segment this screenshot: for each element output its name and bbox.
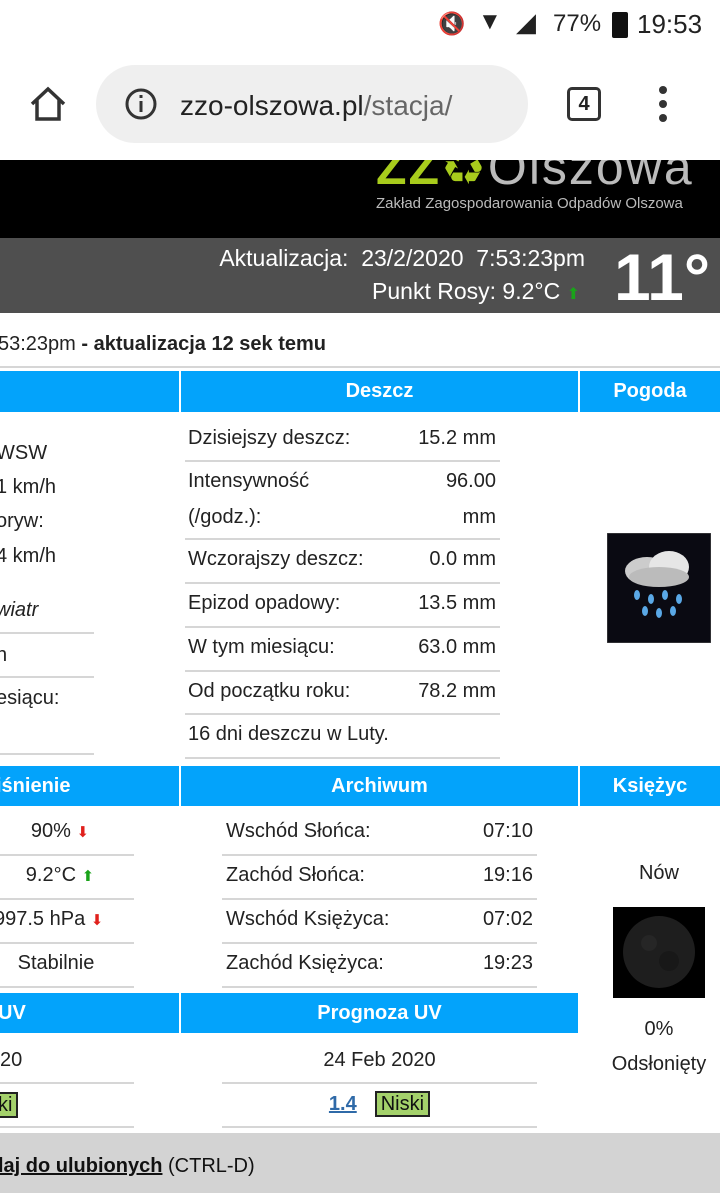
moon-phase: Nów bbox=[638, 862, 679, 884]
update-ago: - aktualizacja 12 sek temu bbox=[75, 333, 326, 355]
pressure-trend: Stabilnie bbox=[17, 952, 95, 974]
sunset-label: Zachód Słońca: bbox=[226, 864, 365, 886]
header-moon: Księżyc bbox=[580, 766, 720, 806]
rain-rate-label-unit: (/godz.): bbox=[188, 506, 262, 528]
trend-up-icon: ⬆ bbox=[81, 868, 95, 885]
status-bar: 🔇 ▼ ◢ 77% 19:53 bbox=[0, 0, 720, 50]
mute-icon: 🔇 bbox=[438, 11, 466, 36]
pressure-value: 997.5 hPa bbox=[0, 908, 86, 930]
footer: laj do ulubionych (CTRL-D) bbox=[0, 1133, 720, 1193]
sunset-value: 19:16 bbox=[482, 864, 533, 886]
browser-toolbar: zzo-olszowa.pl/stacja/ 4 bbox=[0, 50, 720, 160]
trend-up-icon: ⬆ bbox=[566, 286, 580, 303]
rain-today-label: Dzisiejszy deszcz: bbox=[188, 427, 351, 449]
header-pressure-label: iśnienie bbox=[0, 774, 71, 797]
sunrise-value: 07:10 bbox=[482, 820, 533, 842]
url-path: /stacja/ bbox=[363, 90, 453, 121]
url-domain: zzo-olszowa.pl bbox=[180, 90, 364, 121]
header-uv-forecast: Prognoza UV bbox=[181, 993, 578, 1033]
shortcut-hint: (CTRL-D) bbox=[162, 1155, 255, 1177]
signal-icon: ◢ bbox=[516, 7, 536, 37]
moonrise-label: Wschód Księżyca: bbox=[226, 908, 390, 930]
wind-label: wiatr bbox=[0, 599, 39, 621]
add-to-favorites-link[interactable]: laj do ulubionych bbox=[0, 1155, 163, 1177]
rain-rate-unit: mm bbox=[462, 506, 496, 528]
url-bar[interactable]: zzo-olszowa.pl/stacja/ bbox=[96, 65, 528, 143]
wind-direction: WSW bbox=[0, 442, 48, 464]
tab-switcher-button[interactable]: 4 bbox=[567, 87, 601, 121]
update-time: 53:23pm bbox=[0, 333, 76, 355]
moon-image bbox=[613, 907, 705, 998]
uv-forecast-date: 24 Feb 2020 bbox=[323, 1049, 436, 1071]
header-wind bbox=[0, 371, 179, 412]
moon-percent: 0% bbox=[644, 1018, 674, 1040]
trend-down-icon: ⬇ bbox=[90, 912, 104, 929]
battery-percent: 77% bbox=[553, 10, 602, 37]
wind-speed: 1 km/h bbox=[0, 476, 57, 498]
header-uv: UV bbox=[0, 993, 179, 1033]
wind-gust-label: oryw: bbox=[0, 510, 44, 532]
rain-year-value: 78.2 mm bbox=[418, 680, 496, 702]
rain-episode-label: Epizod opadowy: bbox=[188, 592, 341, 614]
menu-icon[interactable] bbox=[658, 86, 668, 126]
uv-forecast-badge: Niski bbox=[374, 1091, 431, 1117]
header-weather: Pogoda bbox=[580, 371, 720, 412]
logo: ZZ♻Olszowa bbox=[376, 160, 694, 195]
logo-subtitle: Zakład Zagospodarowania Odpadów Olszowa bbox=[376, 195, 683, 212]
rain-yesterday-label: Wczorajszy deszcz: bbox=[188, 548, 364, 570]
wind-row: n bbox=[0, 644, 8, 666]
sunrise-label: Wschód Słońca: bbox=[226, 820, 371, 842]
rain-month-label: W tym miesiącu: bbox=[188, 636, 335, 658]
logo-header: ZZ♻Olszowa Zakład Zagospodarowania Odpad… bbox=[0, 160, 720, 238]
wind-month-label: esiącu: bbox=[0, 687, 60, 709]
weather-banner: Aktualizacja: 23/2/2020 7:53:23pm Punkt … bbox=[0, 238, 720, 313]
current-temperature: 11° bbox=[614, 240, 711, 314]
uv-forecast-value-link[interactable]: 1.4 bbox=[328, 1093, 357, 1115]
clock: 19:53 bbox=[637, 9, 703, 39]
rain-rate-label: Intensywność bbox=[188, 470, 310, 492]
wifi-icon: ▼ bbox=[478, 8, 502, 35]
rain-rate-value: 96.00 bbox=[445, 470, 496, 492]
humidity-value: 90% bbox=[30, 820, 71, 842]
rain-today-value: 15.2 mm bbox=[418, 427, 496, 449]
header-uv-label: UV bbox=[0, 1001, 26, 1024]
wind-gust-value: 4 km/h bbox=[0, 545, 57, 567]
dewpoint-value: 9.2°C bbox=[25, 864, 77, 886]
rain-yesterday-value: 0.0 mm bbox=[429, 548, 496, 570]
dew-point: Punkt Rosy: 9.2°C bbox=[372, 278, 561, 304]
update-timestamp: Aktualizacja: 23/2/2020 7:53:23pm bbox=[219, 245, 585, 271]
home-icon[interactable] bbox=[28, 84, 68, 124]
rain-year-label: Od początku roku: bbox=[188, 680, 351, 702]
weather-rain-icon bbox=[607, 533, 711, 643]
battery-icon bbox=[612, 12, 628, 38]
moonset-label: Zachód Księżyca: bbox=[226, 952, 384, 974]
moonset-value: 19:23 bbox=[482, 952, 533, 974]
uv-date: 20 bbox=[0, 1049, 23, 1071]
rain-episode-value: 13.5 mm bbox=[418, 592, 496, 614]
header-pressure: iśnienie bbox=[0, 766, 179, 806]
rain-days: 16 dni deszczu w Luty. bbox=[188, 723, 389, 745]
trend-down-icon: ⬇ bbox=[76, 824, 90, 841]
moon-visible-label: Odsłonięty bbox=[611, 1053, 707, 1075]
info-icon[interactable] bbox=[124, 87, 158, 121]
moonrise-value: 07:02 bbox=[482, 908, 533, 930]
header-rain: Deszcz bbox=[181, 371, 578, 412]
header-archive: Archiwum bbox=[181, 766, 578, 806]
rain-month-value: 63.0 mm bbox=[418, 636, 496, 658]
uv-level-badge: ki bbox=[0, 1092, 19, 1118]
